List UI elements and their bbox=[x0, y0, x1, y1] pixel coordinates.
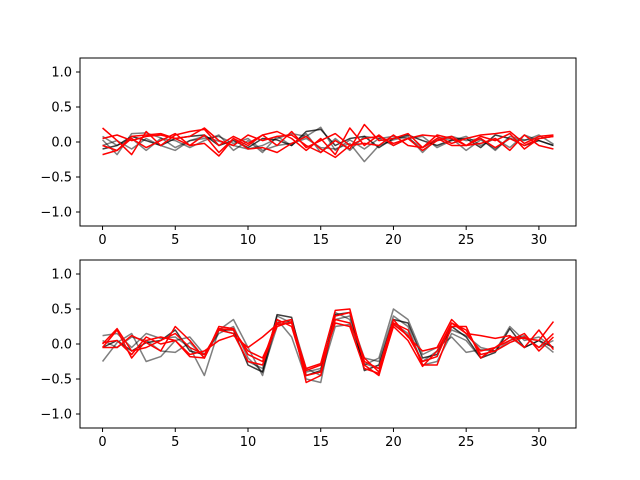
x-tick-label: 10 bbox=[240, 233, 257, 248]
y-tick-label: 1.0 bbox=[51, 268, 72, 283]
series-line-1 bbox=[102, 126, 554, 156]
y-tick-label: 0.0 bbox=[51, 338, 72, 353]
x-tick-label: 15 bbox=[312, 233, 329, 248]
x-tick-label: 5 bbox=[171, 435, 179, 450]
x-tick-label: 25 bbox=[458, 435, 475, 450]
x-tick-label: 30 bbox=[531, 233, 548, 248]
y-tick-label: 1.0 bbox=[51, 66, 72, 81]
x-tick-label: 30 bbox=[531, 435, 548, 450]
y-tick-label: 0.5 bbox=[51, 101, 72, 116]
x-tick-label: 5 bbox=[171, 233, 179, 248]
y-tick-label: 0.5 bbox=[51, 303, 72, 318]
y-tick-label: −1.0 bbox=[40, 206, 72, 221]
x-tick-label: 20 bbox=[385, 435, 402, 450]
y-tick-label: −1.0 bbox=[40, 408, 72, 423]
series-line-8 bbox=[102, 132, 554, 159]
series-line-8 bbox=[101, 320, 554, 375]
x-tick-label: 20 bbox=[385, 233, 402, 248]
x-tick-label: 15 bbox=[312, 435, 329, 450]
x-tick-label: 0 bbox=[98, 435, 106, 450]
y-tick-label: 0.0 bbox=[51, 136, 72, 151]
series-line-2 bbox=[101, 318, 554, 377]
y-tick-label: −0.5 bbox=[40, 373, 72, 388]
series-line-6 bbox=[102, 123, 554, 154]
x-tick-label: 25 bbox=[458, 233, 475, 248]
subplot-top: 0 5 10 15 20 25 30 −1.0 −0.5 0.0 0.5 1.0 bbox=[40, 57, 577, 248]
series-line-7 bbox=[102, 130, 554, 154]
axes-background bbox=[80, 58, 576, 226]
x-tick-label: 10 bbox=[240, 435, 257, 450]
y-tick-label: −0.5 bbox=[40, 171, 72, 186]
x-tick-label: 0 bbox=[98, 233, 106, 248]
subplot-bottom: 0 5 10 15 20 25 30 −1.0 −0.5 0.0 0.5 1.0 bbox=[40, 259, 577, 450]
